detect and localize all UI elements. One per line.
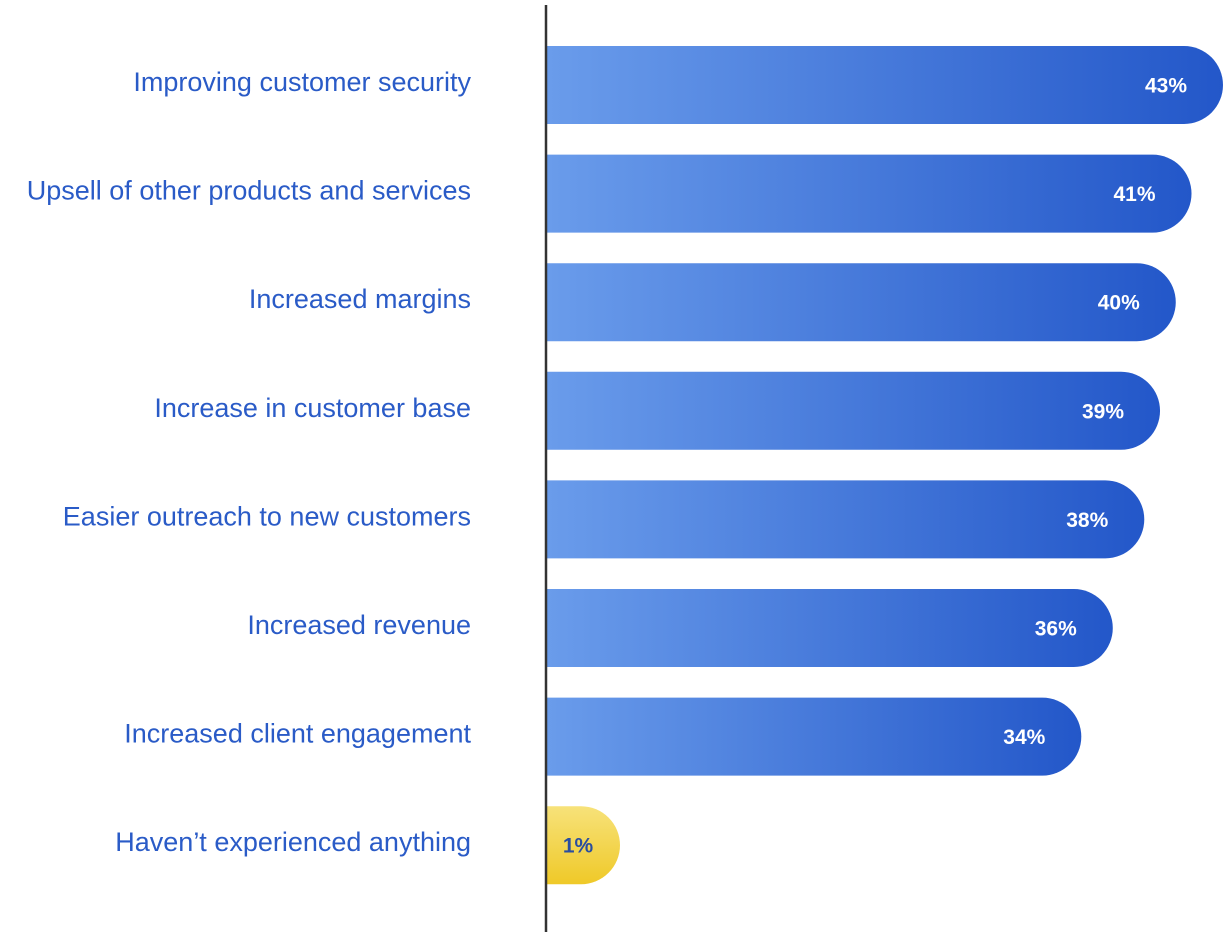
- category-labels-group: Improving customer security Upsell of oth…: [27, 67, 472, 857]
- category-label: Increased client engagement: [124, 719, 471, 749]
- value-label: 41%: [1113, 183, 1155, 206]
- bar-improving-customer-security: [546, 46, 1223, 124]
- value-label: 39%: [1082, 400, 1124, 423]
- bar-increased-client-engagement: [546, 697, 1082, 776]
- bar-increased-margins: [546, 263, 1176, 342]
- bar-upsell-of-other-products-and-services: [546, 154, 1192, 233]
- category-label: Increased margins: [249, 284, 471, 314]
- value-label: 38%: [1066, 509, 1108, 532]
- category-label: Haven’t experienced anything: [115, 827, 471, 857]
- value-label: 43%: [1145, 75, 1187, 98]
- category-label: Increased revenue: [247, 610, 471, 640]
- bar-haven-t-experienced-anything: [546, 806, 620, 885]
- bar-increase-in-customer-base: [546, 371, 1161, 450]
- category-label: Increase in customer base: [154, 393, 471, 423]
- value-label: 34%: [1003, 726, 1045, 749]
- value-label: 1%: [563, 835, 594, 858]
- category-label: Improving customer security: [133, 67, 471, 97]
- category-label: Easier outreach to new customers: [63, 501, 471, 531]
- category-label: Upsell of other products and services: [27, 176, 471, 206]
- bars-group: 43% 41% 40% 39% 38% 36% 34% 1%: [546, 46, 1223, 885]
- bar-increased-revenue: [546, 589, 1113, 667]
- value-label: 36%: [1035, 618, 1077, 641]
- bar-easier-outreach-to-new-customers: [546, 480, 1145, 559]
- value-label: 40%: [1098, 292, 1140, 315]
